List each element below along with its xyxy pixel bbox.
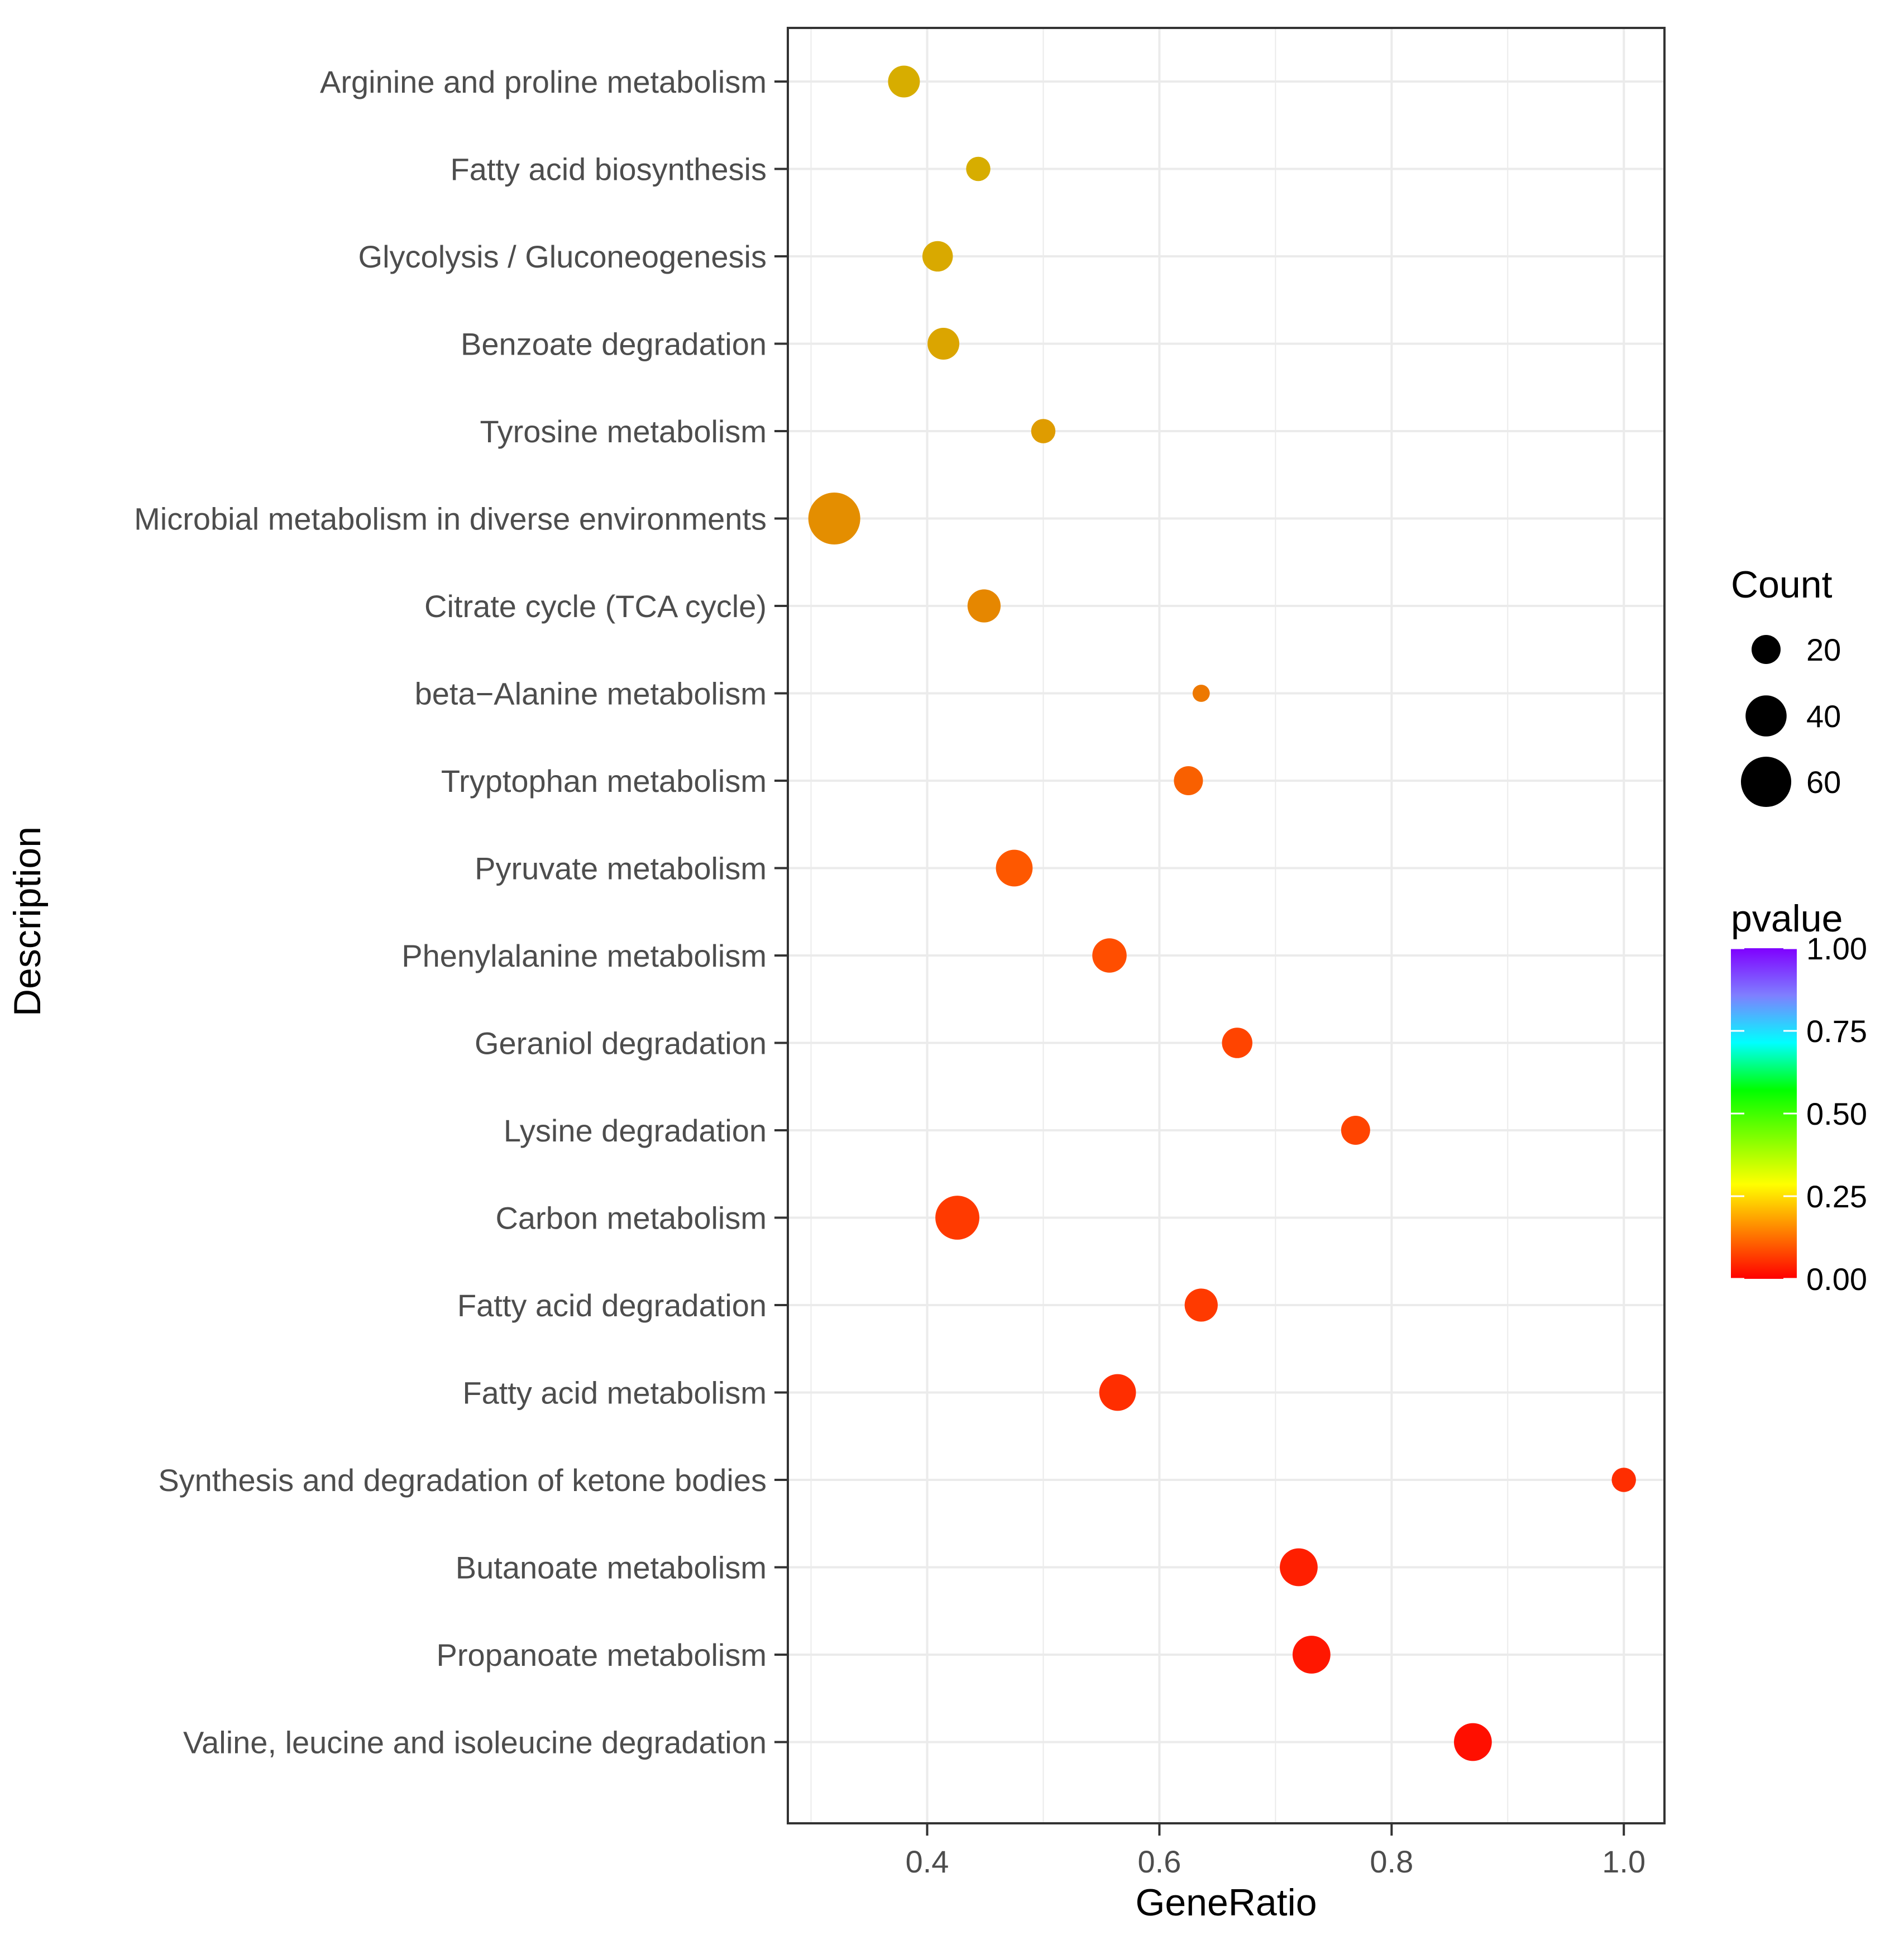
y-tick-label: Citrate cycle (TCA cycle) [424, 589, 767, 624]
y-tick-label: Glycolysis / Gluconeogenesis [358, 239, 767, 274]
data-point [1611, 1468, 1636, 1492]
x-tick-label: 0.6 [1138, 1844, 1181, 1879]
legend-pvalue-label: 0.75 [1806, 1014, 1867, 1049]
y-tick-label: Fatty acid biosynthesis [451, 152, 767, 187]
y-tick-label: Valine, leucine and isoleucine degradati… [183, 1725, 767, 1760]
x-axis-title: GeneRatio [1135, 1881, 1317, 1924]
y-tick-label: Pyruvate metabolism [475, 851, 767, 886]
panel-border [787, 27, 1666, 1824]
legend-count-title: Count [1731, 563, 1833, 606]
data-point [888, 65, 920, 98]
y-tick-label: Microbial metabolism in diverse environm… [134, 501, 767, 537]
data-point [1280, 1548, 1318, 1587]
y-tick-label: Tyrosine metabolism [480, 414, 767, 449]
legend-count-label: 20 [1806, 632, 1841, 667]
y-tick-label: Tryptophan metabolism [441, 763, 767, 799]
data-point [922, 241, 953, 272]
legend-pvalue-label: 0.50 [1806, 1096, 1867, 1131]
y-axis-ticks: Arginine and proline metabolism Fatty aci… [134, 64, 788, 1760]
x-tick-label: 0.4 [906, 1844, 949, 1879]
data-point [1099, 1374, 1136, 1411]
legend-pvalue-label: 0.25 [1806, 1179, 1867, 1214]
grid-lines [788, 28, 1664, 1823]
legend-pvalue: pvalue 1.00 0.75 0.50 0.25 0.00 [1731, 897, 1867, 1297]
y-axis-title: Description [6, 826, 49, 1016]
data-point [1341, 1116, 1370, 1145]
y-tick-label: Synthesis and degradation of ketone bodi… [158, 1463, 767, 1498]
legend-pvalue-ticks: 1.00 0.75 0.50 0.25 0.00 [1731, 931, 1867, 1297]
data-points [808, 65, 1636, 1761]
legend-count-key [1745, 695, 1787, 737]
data-point [1174, 766, 1203, 795]
legend-pvalue-label: 1.00 [1806, 931, 1867, 966]
data-point [935, 1196, 980, 1240]
data-point [1292, 1636, 1331, 1674]
data-point [966, 156, 991, 181]
y-tick-label: Geraniol degradation [475, 1026, 767, 1061]
legend-pvalue-label: 0.00 [1806, 1262, 1867, 1297]
y-tick-label: Lysine degradation [504, 1113, 767, 1148]
data-point [927, 328, 960, 360]
data-point [808, 492, 860, 545]
y-tick-label: beta−Alanine metabolism [415, 676, 767, 711]
legend-count-label: 40 [1806, 699, 1841, 734]
data-point [996, 849, 1033, 887]
data-point [1192, 685, 1210, 702]
legend-pvalue-title: pvalue [1731, 897, 1843, 940]
y-tick-label: Fatty acid metabolism [462, 1375, 767, 1411]
data-point [1453, 1723, 1492, 1761]
legend-count: Count 20 40 60 [1731, 563, 1841, 808]
data-point [1092, 938, 1127, 973]
data-point [1222, 1028, 1253, 1058]
data-point [1031, 419, 1056, 443]
y-tick-label: Phenylalanine metabolism [401, 938, 767, 973]
data-point [1184, 1288, 1218, 1322]
data-point [967, 589, 1001, 623]
y-tick-label: Fatty acid degradation [457, 1288, 767, 1323]
legend-count-key [1740, 756, 1792, 808]
y-tick-label: Arginine and proline metabolism [320, 64, 767, 99]
legend-count-key [1752, 635, 1781, 664]
legend-count-keys: 20 40 60 [1740, 632, 1841, 808]
x-axis-ticks: 0.4 0.6 0.8 1.0 [906, 1823, 1645, 1879]
x-tick-label: 0.8 [1370, 1844, 1413, 1879]
y-tick-label: Benzoate degradation [461, 327, 767, 362]
y-tick-label: Propanoate metabolism [437, 1637, 767, 1673]
y-tick-label: Butanoate metabolism [456, 1550, 767, 1585]
legend-count-label: 60 [1806, 765, 1841, 800]
x-tick-label: 1.0 [1602, 1844, 1645, 1879]
y-tick-label: Carbon metabolism [495, 1201, 767, 1236]
